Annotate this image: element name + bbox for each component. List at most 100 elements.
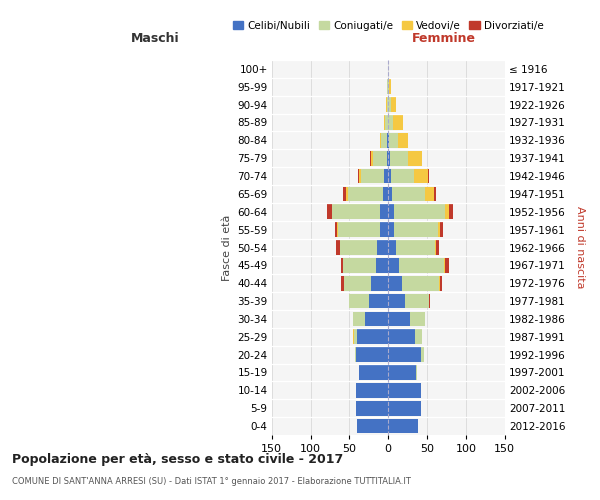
Bar	[340, 240, 377, 255]
Bar	[373, 151, 386, 166]
Bar	[357, 419, 388, 434]
Bar	[410, 312, 425, 326]
Bar	[337, 222, 338, 237]
Bar	[357, 330, 388, 344]
Bar	[359, 168, 361, 184]
Bar	[385, 115, 388, 130]
Bar	[335, 222, 337, 237]
Bar	[440, 276, 442, 290]
Bar	[405, 294, 428, 308]
Bar	[391, 168, 414, 184]
Bar	[399, 258, 444, 272]
Bar	[439, 276, 440, 290]
Bar	[380, 222, 388, 237]
Bar	[365, 312, 388, 326]
Bar	[388, 294, 405, 308]
Bar	[359, 365, 388, 380]
Bar	[440, 222, 443, 237]
Bar	[391, 98, 396, 112]
Bar	[388, 151, 390, 166]
Bar	[353, 330, 354, 344]
Bar	[415, 330, 422, 344]
Bar	[393, 115, 403, 130]
Bar	[449, 204, 452, 219]
Bar	[388, 383, 421, 398]
Bar	[354, 330, 357, 344]
Bar	[394, 222, 438, 237]
Bar	[356, 383, 388, 398]
Bar	[388, 204, 394, 219]
Bar	[355, 348, 356, 362]
Bar	[388, 80, 389, 94]
Bar	[388, 186, 392, 201]
Bar	[390, 151, 409, 166]
Bar	[353, 312, 365, 326]
Y-axis label: Fasce di età: Fasce di età	[222, 214, 232, 280]
Bar	[388, 133, 389, 148]
Bar	[389, 133, 398, 148]
Bar	[385, 168, 388, 184]
Bar	[428, 294, 430, 308]
Bar	[434, 186, 436, 201]
Bar	[361, 168, 385, 184]
Bar	[371, 276, 388, 290]
Bar	[371, 151, 373, 166]
Bar	[358, 168, 359, 184]
Legend: Celibi/Nubili, Coniugati/e, Vedovi/e, Divorziati/e: Celibi/Nubili, Coniugati/e, Vedovi/e, Di…	[229, 16, 548, 35]
Bar	[343, 186, 346, 201]
Bar	[380, 133, 381, 148]
Bar	[388, 312, 410, 326]
Bar	[383, 115, 385, 130]
Bar	[435, 240, 436, 255]
Bar	[388, 168, 391, 184]
Text: Popolazione per età, sesso e stato civile - 2017: Popolazione per età, sesso e stato civil…	[12, 452, 343, 466]
Bar	[356, 348, 388, 362]
Bar	[394, 204, 445, 219]
Text: Femmine: Femmine	[412, 32, 476, 45]
Bar	[383, 186, 388, 201]
Bar	[388, 258, 399, 272]
Bar	[388, 330, 415, 344]
Bar	[421, 348, 424, 362]
Bar	[386, 151, 388, 166]
Bar	[388, 115, 393, 130]
Bar	[343, 258, 376, 272]
Bar	[438, 222, 440, 237]
Bar	[409, 151, 422, 166]
Y-axis label: Anni di nascita: Anni di nascita	[575, 206, 585, 289]
Bar	[414, 168, 428, 184]
Bar	[436, 240, 439, 255]
Bar	[396, 240, 435, 255]
Bar	[356, 401, 388, 415]
Bar	[346, 186, 348, 201]
Bar	[376, 258, 388, 272]
Bar	[336, 240, 340, 255]
Bar	[425, 186, 434, 201]
Bar	[381, 133, 388, 148]
Bar	[344, 276, 371, 290]
Text: Maschi: Maschi	[131, 32, 180, 45]
Bar	[388, 401, 421, 415]
Bar	[338, 222, 380, 237]
Bar	[348, 186, 383, 201]
Bar	[341, 258, 343, 272]
Bar	[388, 365, 416, 380]
Bar	[398, 133, 407, 148]
Bar	[445, 258, 449, 272]
Bar	[388, 348, 421, 362]
Bar	[386, 98, 388, 112]
Bar	[377, 240, 388, 255]
Bar	[388, 98, 391, 112]
Bar	[370, 151, 371, 166]
Bar	[402, 276, 439, 290]
Bar	[444, 258, 445, 272]
Bar	[445, 204, 449, 219]
Bar	[388, 276, 402, 290]
Text: COMUNE DI SANT'ANNA ARRESI (SU) - Dati ISTAT 1° gennaio 2017 - Elaborazione TUTT: COMUNE DI SANT'ANNA ARRESI (SU) - Dati I…	[12, 478, 411, 486]
Bar	[388, 240, 396, 255]
Bar	[380, 204, 388, 219]
Bar	[327, 204, 332, 219]
Bar	[332, 204, 380, 219]
Bar	[349, 294, 369, 308]
Bar	[389, 80, 391, 94]
